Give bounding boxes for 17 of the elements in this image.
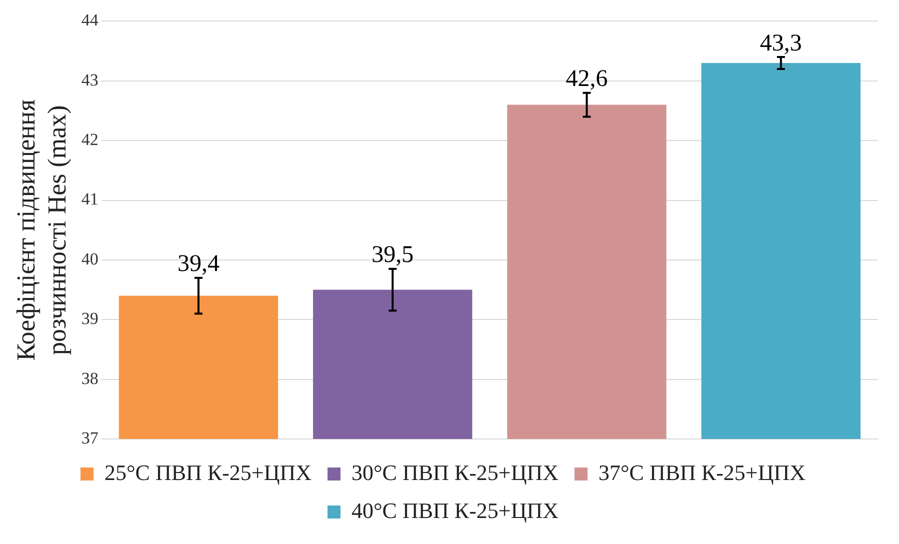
data-label: 43,3 xyxy=(760,30,802,56)
y-tick-label: 40 xyxy=(81,249,98,268)
data-label: 42,6 xyxy=(566,66,608,92)
y-tick-label: 44 xyxy=(81,10,99,30)
legend-label: 40°C ПВП К-25+ЦПХ xyxy=(352,498,559,523)
legend-label: 25°C ПВП К-25+ЦПХ xyxy=(104,460,312,485)
data-label: 39,5 xyxy=(372,242,414,268)
y-axis-title: Коефіцієнт підвищення розчинності Hes (max) xyxy=(11,99,72,361)
y-tick-label: 43 xyxy=(81,70,98,90)
y-tick-label: 41 xyxy=(81,190,98,209)
y-tick-label: 39 xyxy=(81,309,98,328)
legend-label: 37°C ПВП К-25+ЦПХ xyxy=(598,460,806,485)
legend-label: 30°C ПВП К-25+ЦПХ xyxy=(352,460,559,485)
y-tick-label: 38 xyxy=(81,368,98,388)
y-tick-label: 42 xyxy=(81,130,98,150)
data-label: 39,4 xyxy=(177,251,220,278)
y-tick-label: 37 xyxy=(81,428,99,448)
